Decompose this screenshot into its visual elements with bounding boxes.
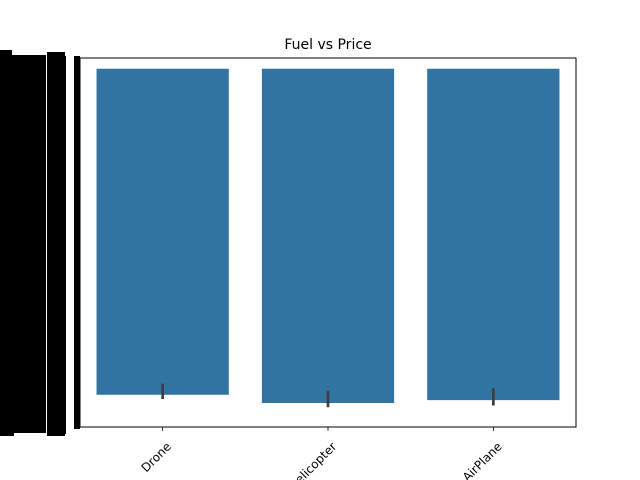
- y-tick-label-block: [0, 50, 12, 60]
- chart-title: Fuel vs Price: [284, 37, 371, 53]
- bar-airplane: [427, 68, 560, 401]
- y-axis-tick-labels-overplotted: [0, 50, 80, 436]
- x-tick-label: Drone: [138, 439, 174, 475]
- y-tick-label-block: [54, 56, 66, 434]
- y-tick-label-block: [0, 428, 14, 436]
- y-tick-mark-block: [74, 56, 80, 429]
- bars-group: [96, 68, 560, 403]
- error-bars-group: [161, 383, 495, 408]
- x-tick-label: elicopter: [292, 439, 339, 480]
- bar-drone: [96, 68, 229, 395]
- x-tick-label: AirPlane: [460, 439, 505, 480]
- bar-helicopter: [261, 68, 395, 403]
- y-tick-label-block: [0, 55, 46, 433]
- x-axis-ticks: Drone elicopter AirPlane: [138, 427, 505, 480]
